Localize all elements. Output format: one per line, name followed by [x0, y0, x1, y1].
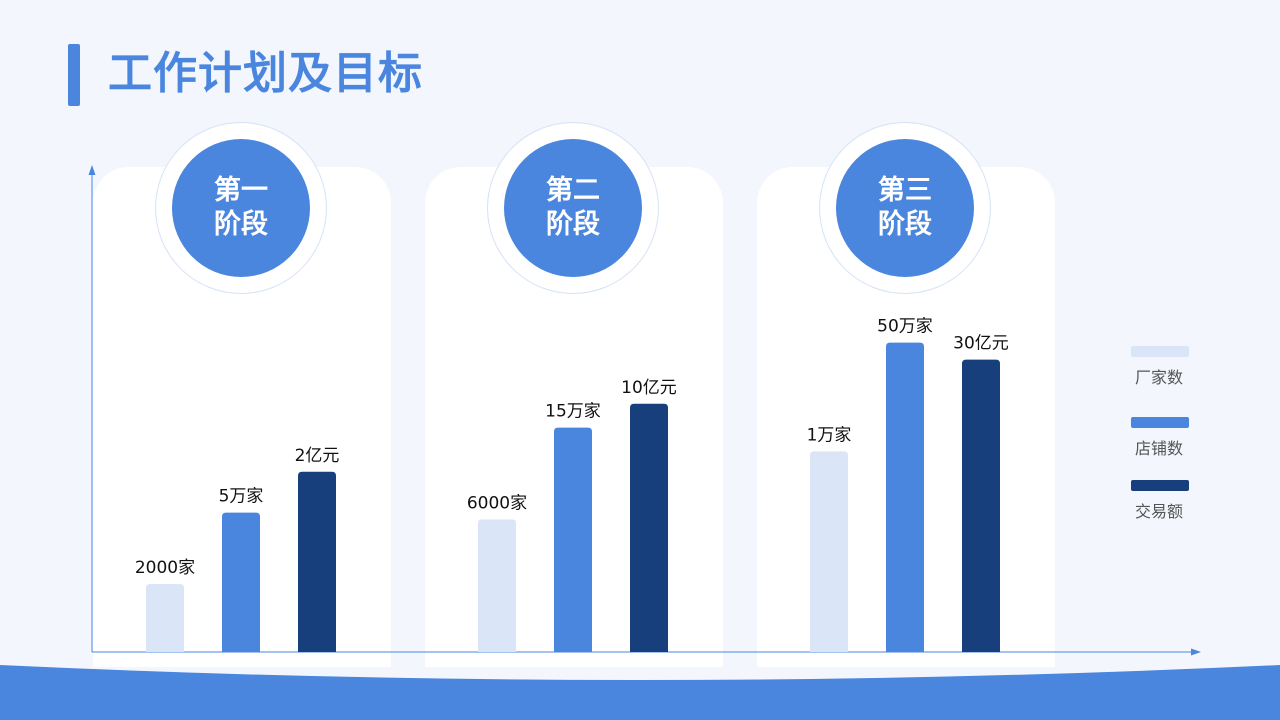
stage-badge-2-line1: 第二: [546, 175, 600, 206]
title-accent-bar: [68, 44, 80, 106]
bar-stage-2-series-3: [630, 403, 668, 652]
legend-swatch-stores: [1131, 417, 1189, 428]
bar-stage-3-series-3: [962, 359, 1000, 652]
legend-item-stores: 店铺数: [1131, 417, 1189, 458]
bar-stage-1-series-2: [222, 512, 260, 652]
stage-badge-1-line2: 阶段: [214, 209, 268, 240]
bar-stage-1-series-3: [298, 471, 336, 652]
bar-label-stage-3-series-3: 30亿元: [953, 334, 1009, 354]
stage-badge-3: 第三 阶段: [836, 139, 974, 277]
bar-stage-1-series-1: [146, 584, 184, 652]
legend-item-volume: 交易额: [1131, 480, 1189, 521]
bar-label-stage-1-series-1: 2000家: [135, 558, 195, 578]
bar-label-stage-2-series-2: 15万家: [545, 402, 601, 422]
bar-stage-2-series-1: [478, 519, 516, 652]
bar-labels-group: 2000家 5万家 2亿元 6000家 15万家 10亿元 1万家 50万家 30亿元: [135, 317, 1009, 578]
legend-label-volume: 交易额: [1135, 502, 1184, 521]
footer-wave: [0, 665, 1280, 720]
stage-badge-2: 第二 阶段: [504, 139, 642, 277]
bar-stage-3-series-2: [886, 342, 924, 652]
legend-label-factories: 厂家数: [1135, 368, 1184, 387]
page-title: 工作计划及目标: [108, 48, 423, 99]
bar-label-stage-1-series-3: 2亿元: [295, 446, 340, 466]
stage-badge-1: 第一 阶段: [172, 139, 310, 277]
legend-swatch-factories: [1131, 346, 1189, 357]
legend-label-stores: 店铺数: [1135, 439, 1184, 458]
legend-swatch-volume: [1131, 480, 1189, 491]
bar-label-stage-1-series-2: 5万家: [219, 487, 264, 507]
legend-item-factories: 厂家数: [1131, 346, 1189, 387]
x-axis-arrow: [1191, 648, 1201, 656]
bar-stage-2-series-2: [554, 427, 592, 652]
stage-badge-3-line2: 阶段: [878, 209, 932, 240]
bar-label-stage-2-series-3: 10亿元: [621, 378, 677, 398]
footer-wave-shape: [0, 665, 1280, 720]
bars-group: [146, 342, 1000, 652]
y-axis-arrow: [88, 165, 96, 175]
stage-badge-3-line1: 第三: [878, 175, 932, 206]
bar-stage-3-series-1: [810, 451, 848, 652]
stage-badge-2-line2: 阶段: [546, 209, 600, 240]
bar-label-stage-3-series-2: 50万家: [877, 317, 933, 337]
bar-label-stage-2-series-1: 6000家: [467, 493, 527, 513]
bar-label-stage-3-series-1: 1万家: [807, 425, 852, 445]
stage-badge-1-line1: 第一: [214, 175, 268, 206]
